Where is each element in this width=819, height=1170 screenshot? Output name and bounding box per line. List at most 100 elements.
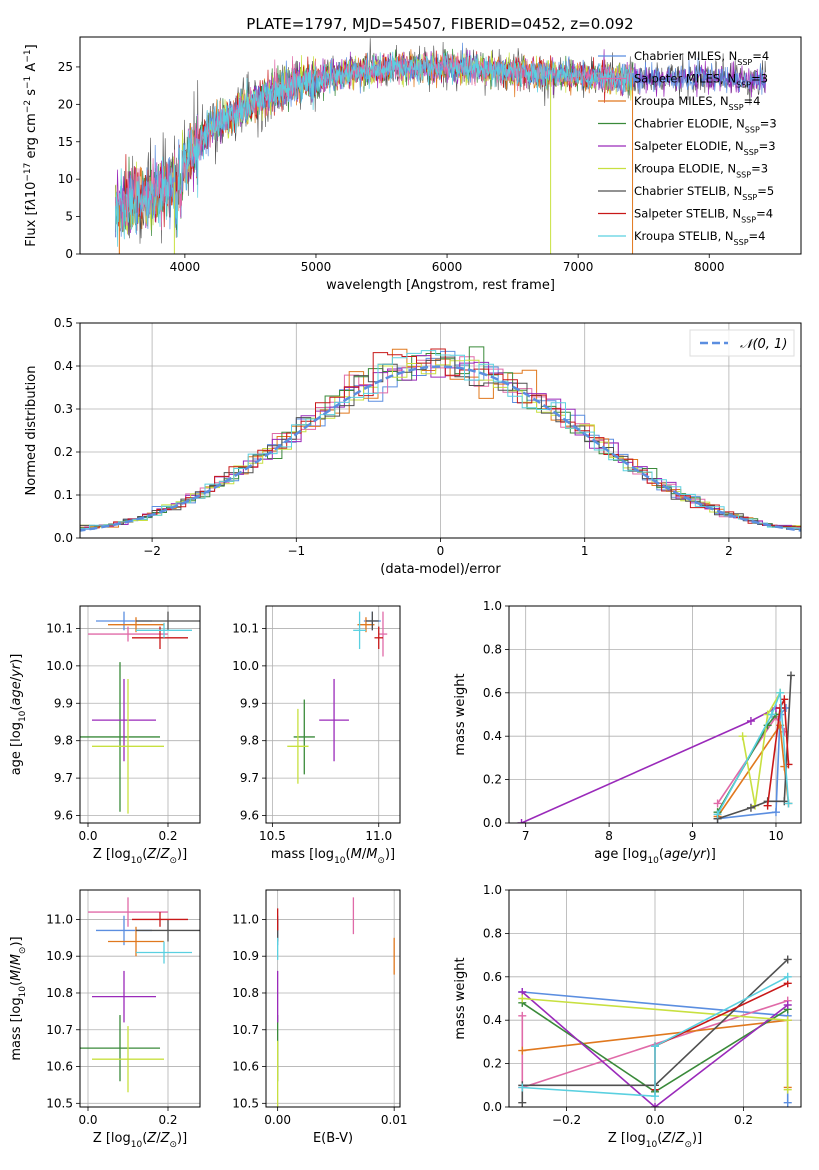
plus-marker — [651, 1092, 659, 1101]
y-axis-label: Normed distribution — [24, 366, 39, 496]
plus-marker — [783, 1016, 792, 1025]
x-tick-label: 0.0 — [645, 1113, 664, 1127]
error-bar-point — [88, 626, 168, 642]
plus-marker — [783, 1001, 792, 1010]
grid — [80, 606, 200, 823]
x-tick-label: 0.2 — [158, 829, 177, 843]
y-tick-label: 0.3 — [54, 402, 73, 416]
plus-marker — [780, 797, 789, 806]
y-tick-label: 0.0 — [54, 531, 73, 545]
legend-label: 𝒩(0, 1) — [740, 337, 787, 352]
x-tick-label: 6000 — [432, 260, 463, 274]
axes-mass_vs_Z: 0.0 0.2 10.5 10.6 10.7 10.8 10.9 11.0 Z [log10(Z… — [9, 889, 201, 1150]
y-tick-label: 0.4 — [54, 359, 73, 373]
x-tick-label: 7000 — [563, 260, 594, 274]
y-tick-label: 0.2 — [483, 773, 502, 787]
legend-label: Kroupa MILES, NSSP=4 — [634, 94, 760, 112]
error-bar-point — [80, 662, 160, 812]
y-tick-label: 9.8 — [54, 734, 73, 748]
series-line — [716, 692, 790, 815]
y-tick-label: 11.0 — [232, 912, 259, 926]
plus-marker — [518, 994, 527, 1003]
plus-marker — [651, 1042, 659, 1051]
y-tick-label: 0.8 — [483, 642, 502, 656]
series-line — [741, 692, 781, 806]
plus-marker — [767, 710, 776, 719]
legend-label: Kroupa ELODIE, NSSP=3 — [634, 162, 768, 180]
legend-label: Chabrier STELIB, NSSP=5 — [634, 184, 774, 202]
series-line — [521, 958, 789, 1103]
y-tick-label: 1.0 — [483, 883, 502, 897]
y-tick-label: 0.6 — [483, 686, 502, 700]
axes-age_vs_Z: 0.0 0.2 9.6 9.7 9.8 9.9 10.0 10.1 Z [log10(Z/Z⊙)… — [9, 605, 201, 866]
axes-mass_weight_vs_age: 7 8 9 10 0.0 0.2 0.4 0.6 0.8 1.0 age [log10(age/yr… — [453, 599, 802, 866]
y-axis-label: mass [log10(M/M⊙)] — [9, 936, 28, 1060]
x-axis-label: (data-model)/error — [380, 562, 501, 577]
x-tick-label: 1 — [581, 544, 589, 558]
x-axis-label: Z [log10(Z/Z⊙)] — [93, 1131, 187, 1150]
x-tick-label: 8 — [605, 829, 613, 843]
y-tick-label: 9.7 — [240, 771, 259, 785]
error-bar-point — [80, 1015, 160, 1082]
axes-residuals: −2 −1 0 1 2 0.0 0.1 0.2 0.3 0.4 0.5 (data-model)/er… — [24, 316, 802, 577]
y-tick-label: 9.6 — [54, 809, 73, 823]
plot-area — [509, 890, 801, 1107]
x-tick-label: 7 — [522, 829, 530, 843]
y-tick-label: 5 — [65, 210, 73, 224]
error-bar-point — [92, 970, 156, 1023]
plot-area — [80, 890, 200, 1107]
error-bar-point — [293, 699, 315, 775]
axes-mass_vs_ebv: 0.00 0.01 10.5 10.6 10.7 10.8 10.9 11.0 E(B-V) — [232, 889, 408, 1146]
error-bar-point — [374, 626, 383, 650]
error-bar-point — [92, 678, 156, 762]
plus-marker — [784, 799, 793, 808]
grid — [266, 606, 400, 823]
axes-mass_weight_vs_Z: −0.2 0.0 0.2 0.0 0.2 0.4 0.6 0.8 1.0 Z [log10(Z/Z… — [453, 883, 802, 1150]
y-tick-label: 0.1 — [54, 488, 73, 502]
series-line — [717, 707, 787, 820]
axes-frame — [79, 36, 802, 255]
axes-frame — [79, 889, 201, 1108]
series-line — [766, 696, 790, 806]
y-tick-label: 10.1 — [232, 621, 259, 635]
y-tick-label: 10.6 — [46, 1060, 73, 1074]
y-tick-label: 10.5 — [46, 1096, 73, 1110]
legend-label: Salpeter MILES, NSSP=3 — [634, 72, 768, 90]
x-tick-label: 9 — [689, 829, 697, 843]
plot-area — [266, 606, 400, 823]
y-axis-label: age [log10(age/yr)] — [9, 654, 28, 776]
y-tick-label: 15 — [58, 135, 73, 149]
y-tick-label: 10.7 — [46, 1023, 73, 1037]
axes-frame — [79, 322, 802, 539]
error-bar-point — [353, 611, 366, 650]
x-tick-label: 10 — [768, 829, 783, 843]
x-tick-label: 2 — [725, 544, 733, 558]
y-axis-label: mass weight — [453, 673, 468, 755]
error-bar-point — [136, 622, 192, 638]
plus-marker — [771, 808, 780, 817]
plus-marker — [780, 695, 789, 704]
plus-marker — [713, 799, 722, 808]
grid — [266, 890, 400, 1107]
y-tick-label: 10.7 — [232, 1023, 259, 1037]
y-tick-label: 25 — [58, 60, 73, 74]
plus-marker — [763, 801, 772, 810]
plus-marker — [786, 671, 795, 680]
plus-marker — [783, 955, 792, 964]
error-bar-point — [378, 611, 388, 657]
x-tick-label: 4000 — [170, 260, 201, 274]
error-bar-point — [136, 611, 200, 631]
error-bar-point — [136, 941, 192, 964]
legend-label: Chabrier ELODIE, NSSP=3 — [634, 117, 777, 135]
y-tick-label: 10.0 — [46, 659, 73, 673]
plot-area — [80, 323, 801, 538]
gaussian-curve — [80, 365, 801, 532]
x-tick-label: −1 — [287, 544, 305, 558]
plus-marker — [518, 1083, 527, 1092]
plus-marker — [780, 762, 789, 771]
y-tick-label: 9.9 — [54, 696, 73, 710]
plot-area — [115, 38, 766, 254]
y-tick-label: 0.4 — [483, 729, 502, 743]
plus-marker — [746, 803, 755, 812]
